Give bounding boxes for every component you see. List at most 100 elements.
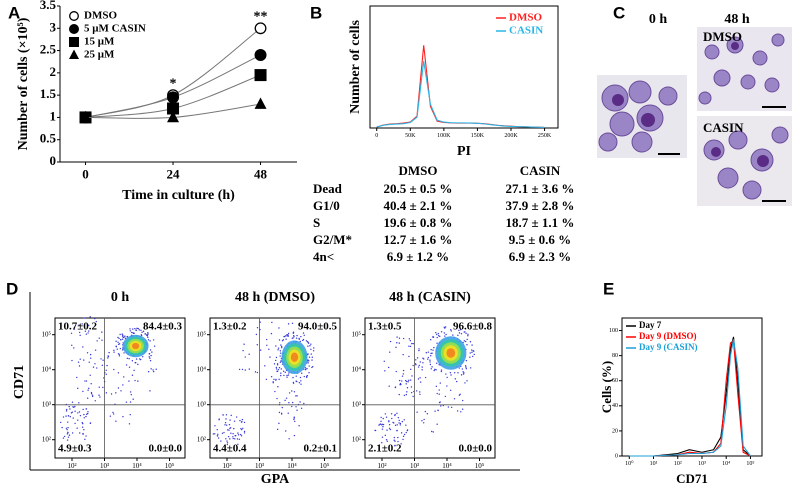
event-dot: [225, 424, 228, 426]
event-dot: [121, 349, 124, 351]
event-dot: [393, 439, 395, 441]
event-dot: [438, 393, 440, 395]
event-dot: [129, 414, 131, 416]
event-dot: [130, 393, 133, 396]
x-tick-label: 10⁵: [475, 462, 485, 470]
event-dot: [402, 337, 405, 340]
event-dot: [233, 420, 236, 422]
event-dot: [256, 327, 259, 329]
event-dot: [430, 352, 432, 355]
event-dot: [86, 397, 89, 399]
event-dot: [422, 362, 424, 364]
event-dot: [233, 427, 235, 430]
event-dot: [124, 335, 126, 337]
event-dot: [121, 338, 124, 340]
legend-marker: [69, 49, 79, 59]
event-dot: [90, 383, 92, 385]
legend-label: 15 μM: [84, 36, 115, 48]
event-dot: [68, 434, 71, 436]
marker: [79, 110, 92, 123]
x-axis-label: PI: [457, 144, 471, 159]
event-dot: [279, 402, 281, 404]
event-dot: [241, 368, 244, 371]
event-dot: [406, 391, 408, 393]
event-dot: [86, 413, 88, 416]
event-dot: [439, 382, 441, 384]
event-dot: [279, 352, 282, 354]
event-dot: [275, 368, 278, 370]
legend-label: Day 7: [639, 320, 662, 330]
event-dot: [429, 359, 431, 361]
event-dot: [275, 366, 278, 369]
event-dot: [394, 386, 396, 389]
event-dot: [119, 347, 122, 350]
chart-title: 48 h (DMSO): [235, 290, 315, 305]
event-dot: [105, 369, 107, 371]
table-cell: 37.9 ± 2.8 %: [506, 198, 575, 213]
series-line: [629, 339, 751, 457]
event-dot: [100, 358, 102, 360]
event-dot: [402, 435, 405, 438]
event-dot: [129, 328, 131, 330]
event-dot: [429, 361, 431, 363]
event-dot: [295, 337, 298, 339]
event-dot: [107, 355, 110, 358]
event-dot: [469, 367, 472, 369]
event-dot: [280, 368, 282, 370]
event-dot: [276, 397, 278, 400]
event-dot: [137, 363, 139, 366]
event-dot: [383, 360, 385, 362]
event-dot: [458, 367, 460, 369]
event-dot: [460, 411, 462, 413]
event-dot: [277, 349, 279, 351]
event-dot: [79, 358, 81, 360]
event-dot: [408, 379, 410, 382]
event-dot: [77, 361, 80, 363]
event-dot: [281, 346, 283, 349]
row-label: S: [313, 215, 320, 230]
event-dot: [394, 440, 396, 442]
event-dot: [400, 443, 402, 445]
event-dot: [405, 383, 407, 385]
event-dot: [88, 361, 90, 363]
event-dot: [226, 442, 229, 444]
event-dot: [67, 432, 69, 434]
event-dot: [437, 409, 439, 411]
event-dot: [281, 340, 284, 342]
event-dot: [237, 434, 240, 436]
event-dot: [398, 379, 401, 382]
event-dot: [110, 393, 113, 395]
event-dot: [255, 333, 258, 336]
event-dot: [436, 423, 438, 425]
event-dot: [293, 336, 295, 338]
event-dot: [78, 402, 80, 404]
cell-cycle-table: DMSO CASIN: [399, 163, 561, 178]
event-dot: [467, 333, 469, 335]
event-dot: [287, 323, 290, 325]
event-dot: [466, 338, 468, 341]
quadrant-label: 0.0±0.0: [458, 443, 492, 455]
event-dot: [238, 368, 241, 371]
event-dot: [292, 376, 294, 379]
event-dot: [274, 359, 277, 362]
event-dot: [295, 395, 297, 397]
event-dot: [288, 402, 290, 404]
event-dot: [396, 412, 398, 415]
event-dot: [431, 366, 433, 368]
legend-label: Day 9 (CASIN): [639, 342, 698, 352]
event-dot: [229, 427, 232, 429]
event-dot: [432, 336, 434, 338]
event-dot: [288, 438, 290, 440]
event-dot: [279, 350, 282, 352]
event-dot: [117, 343, 120, 346]
x-axis-label: Time in culture (h): [122, 188, 235, 203]
plot-frame: [364, 317, 496, 459]
event-dot: [265, 378, 268, 381]
table-cell: 20.5 ± 0.5 %: [384, 181, 453, 196]
x-tick-label: 10⁵: [746, 461, 754, 467]
event-dot: [402, 353, 404, 356]
event-dot: [391, 417, 393, 420]
event-dot: [147, 339, 150, 341]
event-dot: [282, 339, 285, 341]
